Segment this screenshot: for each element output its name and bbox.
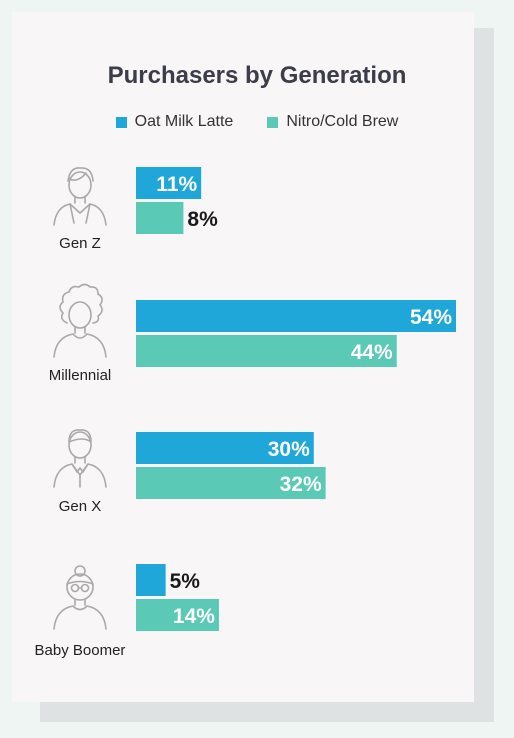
bar [136, 167, 202, 199]
legend-item-nitro-cold-brew: Nitro/Cold Brew [267, 113, 398, 131]
elderly-woman-glasses-icon-stroke [74, 599, 86, 606]
young-person-icon-stroke [53, 203, 107, 226]
elderly-woman-glasses-icon [53, 565, 107, 630]
category-group: Gen X 30% 32% [53, 429, 326, 515]
young-person-icon-stroke [69, 203, 91, 224]
collared-man-icon-stroke [68, 429, 92, 443]
legend-label-nitro-cold-brew: Nitro/Cold Brew [286, 113, 399, 130]
category-group: Millennial 54% 44% [49, 283, 456, 384]
bar [136, 599, 219, 631]
bar [136, 432, 314, 464]
collared-man-icon [53, 429, 107, 488]
bar [136, 202, 184, 234]
data-label: 14% [173, 605, 215, 628]
head [68, 431, 92, 459]
category-group: Gen Z 11% 8% [53, 167, 218, 252]
legend-swatch-nitro-cold-brew [267, 116, 279, 128]
category-label: Millennial [49, 367, 112, 384]
category-label: Baby Boomer [35, 642, 126, 659]
elderly-woman-glasses-icon-stroke [80, 583, 90, 593]
category-label: Gen X [59, 498, 102, 515]
curly-hair-person-icon-stroke [74, 326, 86, 334]
data-label: 30% [268, 438, 310, 461]
curly-hair-person-icon-stroke [59, 283, 103, 324]
bar [136, 564, 166, 596]
legend-swatch-oat-milk-latte [115, 116, 127, 128]
curly-hair-person-icon [53, 283, 107, 358]
chart-title: Purchasers by Generation [107, 62, 407, 89]
elderly-woman-glasses-icon-stroke [74, 565, 86, 577]
head [68, 301, 92, 329]
data-label: 8% [187, 208, 218, 231]
elderly-woman-glasses-icon-stroke [53, 605, 107, 630]
bar [136, 300, 456, 332]
data-label: 32% [280, 473, 322, 496]
data-label: 44% [351, 341, 393, 364]
bar [136, 467, 326, 499]
data-label: 5% [170, 570, 201, 593]
young-person-icon-stroke [67, 167, 94, 182]
legend-label-oat-milk-latte: Oat Milk Latte [134, 113, 234, 130]
head [68, 171, 92, 199]
head [66, 573, 94, 601]
category-label: Gen Z [59, 235, 101, 252]
curly-hair-person-icon-stroke [53, 333, 107, 358]
young-person-icon [53, 167, 107, 226]
bar [136, 335, 397, 367]
collared-man-icon-stroke [71, 463, 89, 473]
elderly-woman-glasses-icon-stroke [70, 583, 80, 593]
legend: Oat Milk Latte Nitro/Cold Brew [0, 113, 514, 131]
collared-man-icon-stroke [74, 456, 86, 464]
data-label: 11% [156, 173, 197, 196]
young-person-icon-stroke [68, 172, 87, 181]
young-person-icon-stroke [74, 196, 86, 204]
category-group: Baby Boomer 5% 14% [35, 564, 219, 659]
elderly-woman-glasses-icon-stroke [66, 580, 94, 585]
legend-item-oat-milk-latte: Oat Milk Latte [115, 113, 234, 131]
data-label: 54% [410, 306, 452, 329]
